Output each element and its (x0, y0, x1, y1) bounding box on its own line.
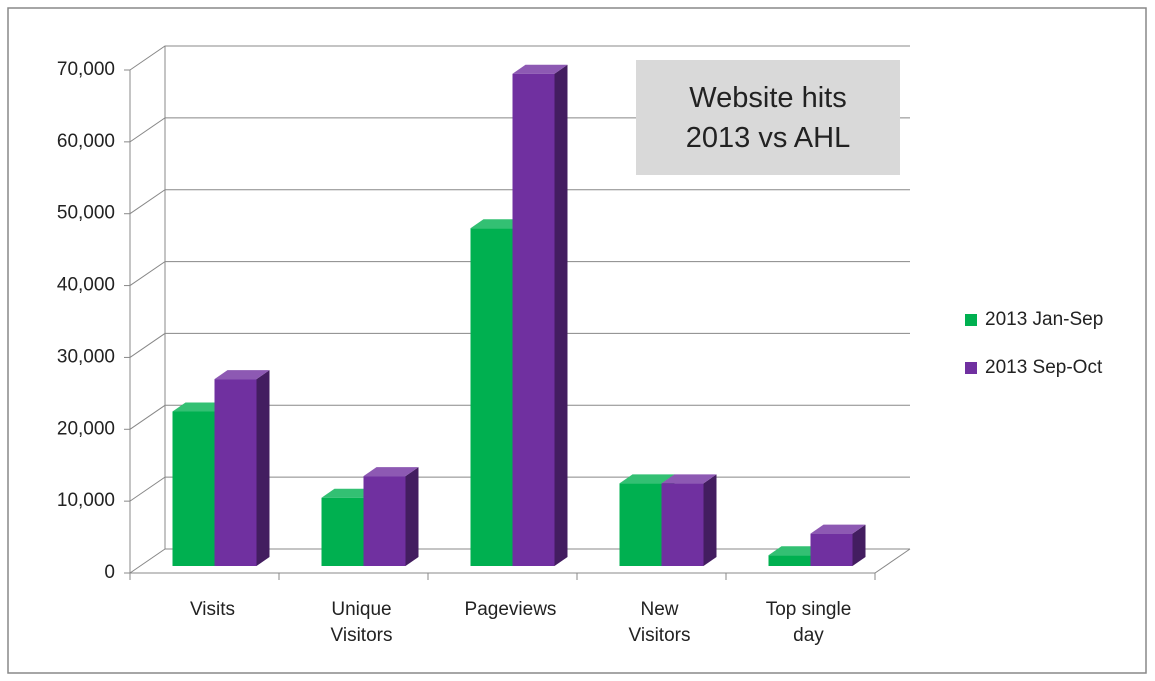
bar-face (363, 476, 406, 566)
bar-face (619, 483, 662, 566)
y-tick-label: 40,000 (57, 275, 115, 296)
y-tick-label: 20,000 (57, 418, 115, 439)
legend-label: 2013 Jan-Sep (985, 309, 1103, 330)
bar-face (703, 474, 717, 566)
bar-face (363, 467, 419, 477)
legend-label: 2013 Sep-Oct (985, 357, 1103, 378)
bar-face (172, 411, 215, 566)
x-tick-label: Pageviews (464, 599, 557, 620)
bar (661, 474, 717, 566)
x-tick-label: Visits (189, 599, 236, 620)
grid-line (129, 261, 910, 286)
bar-face (470, 228, 513, 566)
bar (810, 524, 866, 566)
grid-line (129, 404, 910, 430)
grid-line (129, 45, 910, 71)
bar-face (810, 533, 853, 566)
bar-face (321, 488, 377, 498)
bar-face (619, 474, 675, 484)
bar-face (768, 546, 824, 556)
y-tick-label: 60,000 (57, 131, 115, 152)
bar-face (172, 402, 228, 412)
bar-face (768, 555, 811, 566)
bar-face (470, 219, 526, 229)
bar-face (405, 467, 419, 566)
y-tick-label: 10,000 (57, 490, 115, 511)
chart-title: Website hits 2013 vs AHL (636, 60, 900, 175)
y-tick-label: 50,000 (57, 203, 115, 224)
bar-face (852, 524, 866, 566)
bar-face (512, 73, 555, 567)
grid-line (129, 332, 910, 358)
y-tick-label: 70,000 (57, 59, 115, 80)
bar-face (256, 370, 270, 566)
bar (363, 467, 419, 566)
bar (214, 370, 270, 566)
legend-swatch (965, 362, 977, 374)
bar-face (661, 483, 704, 566)
bar (512, 64, 568, 567)
bar-face (214, 370, 270, 380)
y-tick-label: 0 (104, 562, 115, 583)
bar-face (810, 524, 866, 534)
bar-face (554, 64, 568, 567)
x-tick-label: New Visitors (628, 599, 691, 646)
legend-swatch (965, 314, 977, 326)
bar-face (321, 497, 364, 566)
bar-face (661, 474, 717, 484)
bar-face (512, 64, 568, 74)
grid-line (129, 189, 910, 215)
x-tick-label: Unique Visitors (330, 599, 393, 646)
y-tick-label: 30,000 (57, 346, 115, 367)
bar-face (214, 379, 257, 566)
x-tick-label: Top single day (765, 599, 852, 646)
